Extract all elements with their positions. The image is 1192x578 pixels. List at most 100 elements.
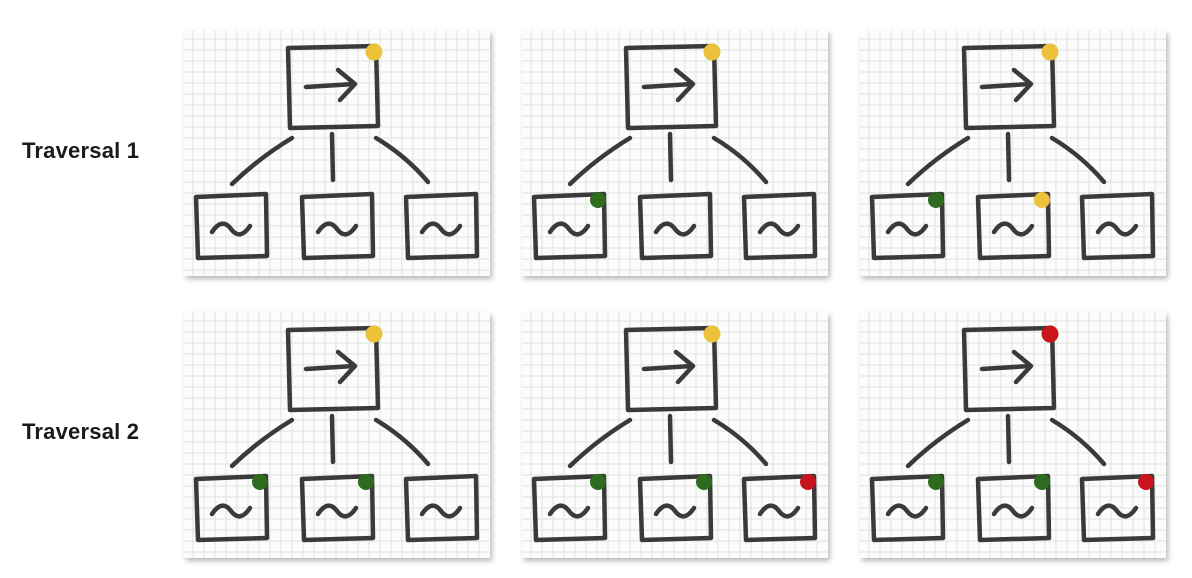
parent-node	[285, 325, 383, 413]
child-node	[869, 473, 946, 543]
child-box	[741, 191, 818, 261]
child-node	[1079, 473, 1156, 543]
wave-icon	[757, 221, 801, 237]
child-box	[403, 473, 480, 543]
parent-box	[285, 325, 381, 413]
tree-connectors	[567, 131, 769, 187]
child-box	[1079, 473, 1156, 543]
child-node	[403, 473, 480, 543]
connector-right	[373, 417, 431, 467]
child-node	[531, 191, 608, 261]
wave-icon	[757, 503, 801, 519]
tree-diagram	[522, 30, 828, 276]
connector-left	[567, 417, 633, 469]
connector-left	[905, 135, 971, 187]
tree-panel	[860, 30, 1166, 276]
connector-left	[229, 417, 295, 469]
child-box	[975, 191, 1052, 261]
child-node	[741, 191, 818, 261]
child-box	[637, 473, 714, 543]
child-node	[869, 191, 946, 261]
parent-box	[961, 43, 1057, 131]
child-node	[531, 473, 608, 543]
tree-panel	[522, 312, 828, 558]
wave-icon	[315, 221, 359, 237]
child-box	[531, 473, 608, 543]
parent-box	[285, 43, 381, 131]
tree-connectors	[905, 131, 1107, 187]
child-node	[193, 473, 270, 543]
status-dot	[696, 474, 712, 490]
connector-right	[373, 135, 431, 185]
tree-diagram	[522, 312, 828, 558]
status-dot	[1041, 43, 1059, 61]
child-box	[193, 473, 270, 543]
child-box	[741, 473, 818, 543]
status-dot	[800, 474, 816, 490]
status-dot	[703, 325, 721, 343]
connector-middle	[667, 413, 674, 465]
paper-background	[184, 312, 490, 558]
wave-icon	[991, 221, 1035, 237]
wave-icon	[547, 503, 591, 519]
connector-middle	[329, 131, 336, 183]
connector-right	[711, 135, 769, 185]
child-box	[975, 473, 1052, 543]
child-node	[741, 473, 818, 543]
tree-diagram	[184, 30, 490, 276]
status-dot	[928, 192, 944, 208]
status-dot	[358, 474, 374, 490]
connector-right	[1049, 417, 1107, 467]
status-dot	[365, 325, 383, 343]
child-box	[193, 191, 270, 261]
wave-icon	[419, 503, 463, 519]
child-node	[299, 473, 376, 543]
paper-background	[184, 30, 490, 276]
tree-panel	[860, 312, 1166, 558]
status-dot	[1138, 474, 1154, 490]
arrow-right-icon	[303, 67, 358, 103]
paper-background	[860, 312, 1166, 558]
child-node	[637, 191, 714, 261]
wave-icon	[419, 221, 463, 237]
status-dot	[590, 474, 606, 490]
wave-icon	[315, 503, 359, 519]
wave-icon	[209, 503, 253, 519]
child-box	[299, 473, 376, 543]
tree-panel	[522, 30, 828, 276]
connector-left	[905, 417, 971, 469]
tree-panel	[184, 312, 490, 558]
connector-middle	[1005, 131, 1012, 183]
wave-icon	[991, 503, 1035, 519]
status-dot	[365, 43, 383, 61]
tree-panel	[184, 30, 490, 276]
arrow-right-icon	[979, 349, 1034, 385]
wave-icon	[653, 503, 697, 519]
status-dot	[252, 474, 268, 490]
tree-diagram	[184, 312, 490, 558]
connector-middle	[329, 413, 336, 465]
wave-icon	[1095, 221, 1139, 237]
parent-box	[623, 325, 719, 413]
status-dot	[1034, 192, 1050, 208]
parent-node	[623, 325, 721, 413]
wave-icon	[653, 221, 697, 237]
wave-icon	[885, 503, 929, 519]
child-box	[1079, 191, 1156, 261]
parent-node	[961, 325, 1059, 413]
tree-diagram	[860, 30, 1166, 276]
tree-connectors	[905, 413, 1107, 469]
status-dot	[1041, 325, 1059, 343]
connector-middle	[1005, 413, 1012, 465]
connector-right	[1049, 135, 1107, 185]
status-dot	[928, 474, 944, 490]
arrow-right-icon	[641, 67, 696, 103]
tree-connectors	[229, 413, 431, 469]
row-label-2: Traversal 2	[22, 419, 140, 444]
child-box	[531, 191, 608, 261]
status-dot	[1034, 474, 1050, 490]
wave-icon	[1095, 503, 1139, 519]
parent-box	[961, 325, 1057, 413]
child-node	[637, 473, 714, 543]
tree-connectors	[567, 413, 769, 469]
